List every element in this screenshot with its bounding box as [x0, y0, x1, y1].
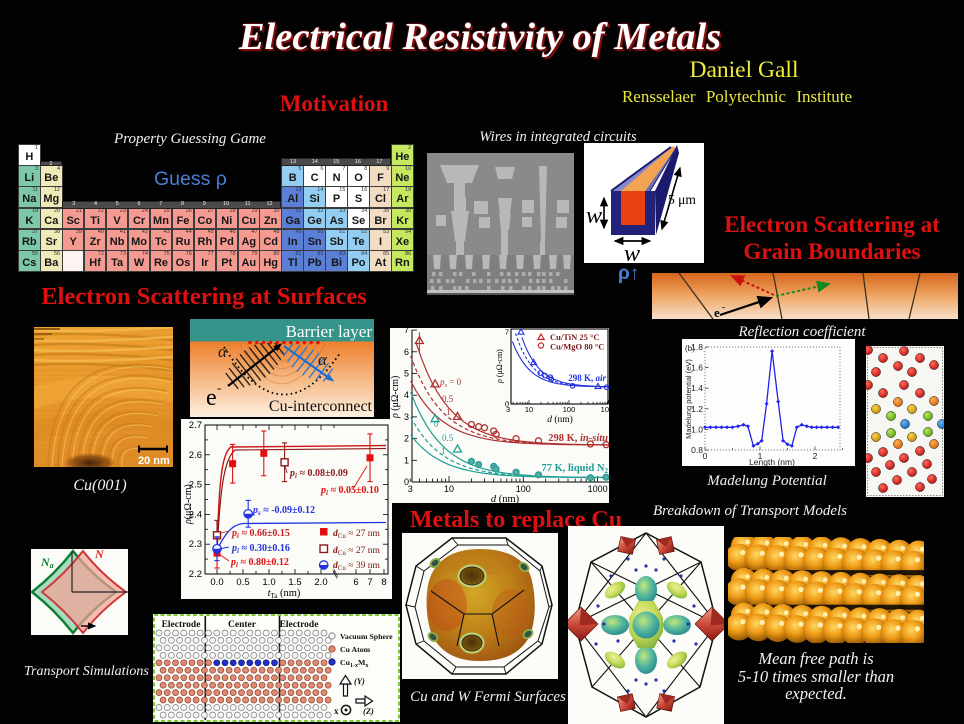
svg-text:1000: 1000 [601, 405, 609, 414]
svg-text:α: α [218, 342, 228, 361]
svg-text:ps ≈ -0.09±0.12: ps ≈ -0.09±0.12 [252, 505, 315, 517]
svg-text:6: 6 [353, 577, 358, 588]
svg-text:2.6: 2.6 [189, 450, 202, 461]
svg-text:e: e [206, 385, 217, 411]
svg-text:2.0: 2.0 [314, 577, 327, 588]
svg-text:1.0: 1.0 [691, 424, 703, 434]
svg-text:-: - [217, 380, 221, 395]
svg-text:3: 3 [404, 412, 409, 422]
svg-text:pi ≈ 0.80±0.12: pi ≈ 0.80±0.12 [230, 557, 289, 569]
svg-text:(Y): (Y) [354, 676, 365, 686]
svg-text:ρ (μΩ-cm): ρ (μΩ-cm) [495, 349, 504, 384]
svg-text:N: N [94, 549, 105, 561]
svg-text:1.5: 1.5 [288, 577, 301, 588]
svg-text:d (nm): d (nm) [491, 494, 520, 503]
svg-text:e: e [714, 305, 720, 319]
svg-text:0: 0 [703, 451, 708, 461]
svg-text:2: 2 [404, 434, 409, 444]
svg-text:Cu-interconnect: Cu-interconnect [269, 398, 373, 415]
svg-text:dCu ≈ 39 nm: dCu ≈ 39 nm [333, 561, 381, 572]
svg-text:100: 100 [516, 484, 531, 494]
svg-text:0.0: 0.0 [210, 577, 223, 588]
svg-text:0: 0 [404, 477, 409, 487]
svg-text:3: 3 [408, 484, 413, 494]
svg-text:0: 0 [505, 400, 509, 409]
svg-text:2.7: 2.7 [189, 420, 202, 431]
svg-text:20 nm: 20 nm [138, 455, 170, 467]
svg-text:dCu ≈ 27 nm: dCu ≈ 27 nm [333, 546, 381, 557]
svg-text:1.8: 1.8 [691, 342, 703, 352]
svg-text:10: 10 [525, 405, 533, 414]
svg-text:tTa (nm): tTa (nm) [268, 588, 301, 599]
svg-text:77 K, liquid N2: 77 K, liquid N2 [541, 463, 608, 475]
svg-text:5 μm: 5 μm [668, 192, 696, 207]
svg-text:0: 0 [434, 419, 439, 429]
svg-text:Center: Center [228, 620, 257, 630]
svg-text:2: 2 [813, 451, 818, 461]
svg-text:2.2: 2.2 [189, 569, 202, 580]
svg-text:10: 10 [444, 484, 454, 494]
svg-text:Cu Atom: Cu Atom [340, 645, 371, 654]
svg-text:Electrode: Electrode [280, 620, 319, 630]
svg-text:ρ (μΩ-cm): ρ (μΩ-cm) [390, 376, 401, 419]
svg-text:5: 5 [404, 369, 409, 379]
svg-text:(b): (b) [685, 344, 695, 353]
svg-text:Cu1-xMx: Cu1-xMx [340, 658, 368, 669]
svg-text:7: 7 [505, 328, 509, 336]
svg-text:1: 1 [446, 407, 451, 417]
svg-text:2.4: 2.4 [189, 509, 202, 520]
svg-text:6: 6 [404, 347, 409, 357]
svg-text:d (nm): d (nm) [547, 414, 573, 425]
svg-text:8: 8 [381, 577, 386, 588]
svg-text:Cu/MgO 80 °C: Cu/MgO 80 °C [550, 342, 604, 352]
svg-text:w: w [624, 241, 640, 263]
svg-text:1.0: 1.0 [262, 577, 275, 588]
svg-text:0.8: 0.8 [691, 445, 703, 455]
svg-text:(Z): (Z) [363, 706, 374, 716]
svg-text:dCu ≈ 27 nm: dCu ≈ 27 nm [333, 529, 381, 540]
svg-text:298 K, in-situ: 298 K, in-situ [548, 433, 608, 444]
svg-text:0.5: 0.5 [236, 577, 249, 588]
svg-text:1: 1 [758, 451, 763, 461]
svg-text:1: 1 [404, 455, 409, 465]
svg-text:pi ≈ 0.05±0.10: pi ≈ 0.05±0.10 [320, 485, 379, 497]
svg-text:3: 3 [506, 405, 510, 414]
svg-text:pi ≈ 0.30±0.16: pi ≈ 0.30±0.16 [231, 543, 290, 555]
svg-text:1.4: 1.4 [691, 383, 703, 393]
svg-text:100: 100 [563, 405, 576, 414]
svg-text:Cu/TiN 25 °C: Cu/TiN 25 °C [550, 332, 600, 342]
svg-text:ρ(μΩ-cm): ρ(μΩ-cm) [183, 484, 194, 525]
svg-text:Madelung potential (eV): Madelung potential (eV) [684, 359, 693, 439]
svg-text:0.5: 0.5 [442, 433, 454, 443]
svg-text:Electrode: Electrode [162, 620, 201, 630]
svg-text:298 K, air: 298 K, air [568, 373, 606, 383]
svg-text:1000: 1000 [588, 484, 608, 494]
svg-text:x: x [334, 706, 339, 716]
svg-text:Vacuum Sphere: Vacuum Sphere [340, 632, 393, 641]
svg-text:7: 7 [404, 328, 409, 335]
svg-text:1.2: 1.2 [691, 404, 703, 414]
svg-text:w: w [586, 203, 602, 229]
svg-text:-: - [722, 302, 725, 312]
svg-text:pi ≈ 0.66±0.15: pi ≈ 0.66±0.15 [231, 528, 290, 540]
svg-text:pi ≈ 0.08±0.09: pi ≈ 0.08±0.09 [289, 468, 348, 480]
svg-text:1: 1 [441, 446, 446, 456]
svg-text:4: 4 [404, 390, 409, 400]
svg-text:1.6: 1.6 [691, 363, 703, 373]
svg-text:7: 7 [367, 577, 372, 588]
svg-text:α: α [318, 350, 328, 369]
svg-text:2.3: 2.3 [189, 539, 202, 550]
svg-text:2.5: 2.5 [189, 480, 202, 491]
svg-text:Length (nm): Length (nm) [749, 457, 795, 466]
svg-text:0.5: 0.5 [442, 394, 454, 404]
svg-text:Barrier layer: Barrier layer [286, 322, 373, 341]
